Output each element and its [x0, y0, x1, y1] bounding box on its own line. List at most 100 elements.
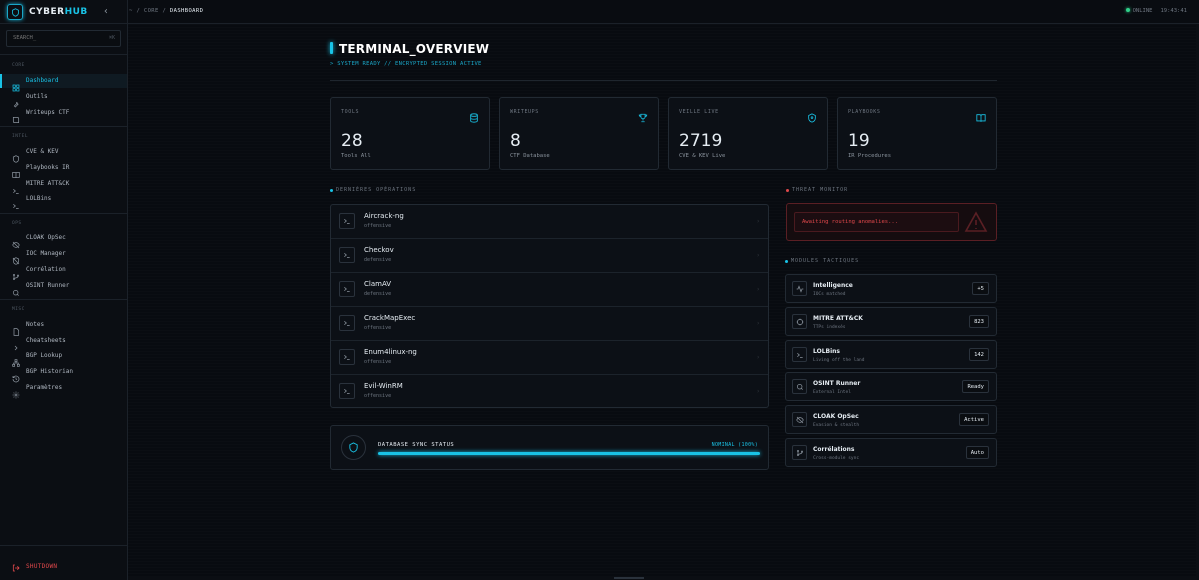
- git-branch-icon: [792, 445, 807, 460]
- sidebar-item-bgp-historian[interactable]: BGP Historian: [0, 365, 127, 383]
- threat-message-box: Awaiting routing anomalies...: [794, 212, 959, 232]
- brand-name: CYBERHUB: [29, 7, 88, 17]
- section-title-modules: MODULES TACTIQUES: [785, 258, 859, 264]
- sidebar-item-bgp-lookup[interactable]: BGP Lookup: [0, 349, 127, 367]
- activity-icon: [792, 281, 807, 296]
- list-item[interactable]: CrackMapExec offensive ›: [331, 307, 768, 341]
- module-intelligence[interactable]: Intelligence IOCs matched +5: [785, 274, 997, 303]
- bullet-icon: [786, 188, 789, 192]
- terminal-icon: [792, 347, 807, 362]
- stat-card-writeups[interactable]: WRITEUPS 8 CTF Database: [499, 97, 659, 170]
- sidebar-item-dashboard[interactable]: Dashboard: [0, 74, 127, 92]
- collapse-sidebar-button[interactable]: ‹: [103, 6, 110, 17]
- operation-name: Aircrack-ng: [364, 212, 404, 220]
- sidebar-item-lolbins[interactable]: LOLBins: [0, 192, 127, 209]
- trophy-icon: [638, 108, 648, 123]
- search-input[interactable]: [13, 35, 93, 41]
- horizontal-scrollbar[interactable]: [128, 576, 1199, 580]
- module-name: OSINT Runner: [813, 380, 861, 387]
- shutdown-button[interactable]: SHUTDOWN: [12, 557, 57, 576]
- module-correlations[interactable]: Corrélations Cross-module sync Auto: [785, 438, 997, 467]
- section-label-misc: MISC: [12, 307, 25, 312]
- divider: [0, 23, 128, 24]
- sidebar-item-mitre[interactable]: MITRE ATT&CK: [0, 177, 127, 194]
- sidebar-item-playbooks[interactable]: Playbooks IR: [0, 161, 127, 179]
- stat-card-veille[interactable]: VEILLE LIVE 2719 CVE & KEV Live: [668, 97, 828, 170]
- terminal-icon: [339, 315, 355, 331]
- list-item[interactable]: Aircrack-ng offensive ›: [331, 205, 768, 239]
- logout-icon: [12, 557, 20, 576]
- section-label-ops: OPS: [12, 221, 22, 226]
- sidebar-item-cloak[interactable]: CLOAK OpSec: [0, 231, 127, 249]
- stat-label: VEILLE LIVE: [679, 109, 719, 115]
- list-item[interactable]: ClamAV defensive ›: [331, 273, 768, 307]
- stat-label: PLAYBOOKS: [848, 109, 881, 115]
- vertical-scrollbar[interactable]: [1196, 24, 1199, 576]
- module-badge: Active: [959, 413, 989, 426]
- terminal-icon: [339, 383, 355, 399]
- sidebar-item-label: BGP Lookup: [26, 352, 63, 359]
- book-icon: [12, 109, 20, 124]
- sidebar-item-label: MITRE ATT&CK: [26, 180, 70, 187]
- module-osint[interactable]: OSINT Runner External Intel Ready: [785, 372, 997, 401]
- bullet-icon: [785, 259, 788, 263]
- sidebar-item-cve-kev[interactable]: CVE & KEV: [0, 145, 127, 163]
- file-icon: [12, 321, 20, 336]
- module-lolbins[interactable]: LOLBins Living off the land 142: [785, 340, 997, 369]
- logo[interactable]: CYBERHUB: [7, 4, 88, 20]
- chevron-right-icon: ›: [756, 252, 760, 259]
- module-name: Corrélations: [813, 446, 855, 453]
- sidebar-item-label: Paramètres: [26, 384, 63, 391]
- stat-value: 28: [341, 131, 363, 151]
- sidebar-item-ioc[interactable]: IOC Manager: [0, 247, 127, 265]
- sync-progress-bar: [378, 452, 760, 455]
- breadcrumb-separator: /: [162, 8, 167, 14]
- sidebar-item-label: BGP Historian: [26, 368, 73, 375]
- sidebar-item-outils[interactable]: Outils: [0, 90, 127, 108]
- sidebar-item-correlation[interactable]: Corrélation: [0, 263, 127, 281]
- sidebar-item-osint[interactable]: OSINT Runner: [0, 279, 127, 296]
- crosshair-icon: [792, 314, 807, 329]
- module-name: CLOAK OpSec: [813, 413, 859, 420]
- main-content: TERMINAL_OVERVIEW > SYSTEM READY // ENCR…: [128, 24, 1199, 580]
- module-badge: 823: [969, 315, 989, 328]
- grid-icon: [12, 77, 20, 92]
- search-box[interactable]: ⌘K: [6, 30, 121, 47]
- terminal-icon: [339, 281, 355, 297]
- breadcrumb-root[interactable]: ~: [129, 8, 133, 14]
- sync-progress-fill: [378, 452, 760, 455]
- terminal-icon: [339, 213, 355, 229]
- database-sync-panel: DATABASE SYNC STATUS NOMINAL (100%): [330, 425, 769, 470]
- chevron-right-icon: ›: [756, 354, 760, 361]
- sidebar-item-writeups[interactable]: Writeups CTF: [0, 106, 127, 124]
- shield-icon: [341, 435, 366, 460]
- module-sub: External Intel: [813, 390, 851, 395]
- terminal-icon: [12, 195, 20, 209]
- breadcrumb-current: DASHBOARD: [169, 8, 204, 14]
- sidebar-item-notes[interactable]: Notes: [0, 318, 127, 336]
- stat-card-playbooks[interactable]: PLAYBOOKS 19 IR Procedures: [837, 97, 997, 170]
- operations-list: Aircrack-ng offensive › Checkov defensiv…: [330, 204, 769, 408]
- shield-icon: [12, 148, 20, 163]
- operation-name: Evil-WinRM: [364, 382, 403, 390]
- module-sub: IOCs matched: [813, 292, 846, 297]
- sidebar-item-label: LOLBins: [26, 195, 52, 202]
- module-mitre[interactable]: MITRE ATT&CK TTPs indexés 823: [785, 307, 997, 336]
- operation-tag: offensive: [364, 325, 392, 331]
- list-item[interactable]: Checkov defensive ›: [331, 239, 768, 273]
- sidebar-item-cheatsheets[interactable]: Cheatsheets: [0, 334, 127, 351]
- system-status: ONLINE 19:43:41: [1125, 8, 1187, 14]
- module-sub: Cross-module sync: [813, 456, 860, 461]
- module-cloak[interactable]: CLOAK OpSec Evasion & stealth Active: [785, 405, 997, 434]
- module-badge: +5: [972, 282, 989, 295]
- scrollbar-thumb[interactable]: [614, 577, 644, 579]
- breadcrumb-section[interactable]: CORE: [143, 8, 159, 14]
- sidebar-item-parametres[interactable]: Paramètres: [0, 381, 127, 399]
- stat-label: TOOLS: [341, 109, 360, 115]
- stat-desc: CTF Database: [510, 153, 550, 159]
- list-item[interactable]: Enum4linux-ng offensive ›: [331, 341, 768, 375]
- eye-off-icon: [12, 234, 20, 249]
- search-icon: [12, 282, 20, 296]
- list-item[interactable]: Evil-WinRM offensive ›: [331, 375, 768, 407]
- stat-card-tools[interactable]: TOOLS 28 Tools All: [330, 97, 490, 170]
